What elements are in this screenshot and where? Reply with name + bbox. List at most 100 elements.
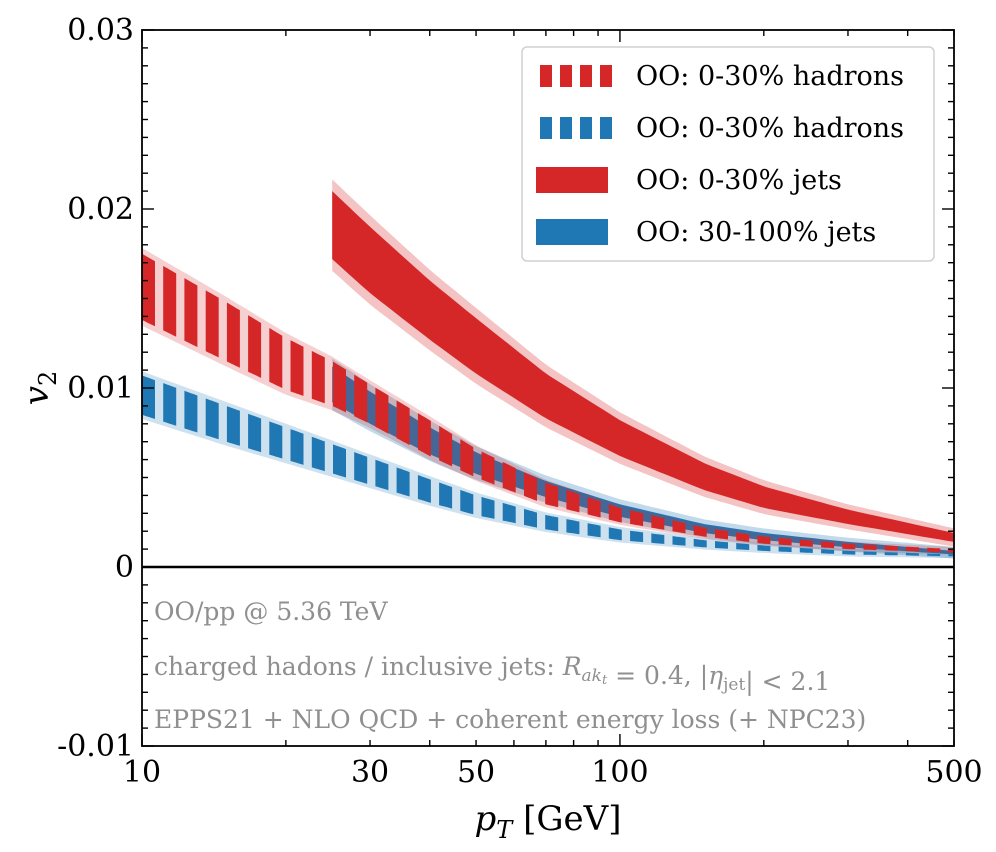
- band-dash: [524, 508, 537, 528]
- legend-item: OO: 30-100% jets: [536, 217, 876, 248]
- band-dash: [311, 436, 325, 472]
- band-dash: [821, 549, 835, 554]
- band-dash: [799, 539, 813, 547]
- band-dash: [799, 547, 813, 553]
- band-dash: [736, 543, 750, 550]
- band-dash: [439, 482, 453, 509]
- band-dash: [651, 533, 665, 544]
- band-dash: [587, 523, 601, 538]
- band-dash: [651, 515, 665, 530]
- annotation-line: charged hadons / inclusive jets: Rakt = …: [154, 652, 830, 697]
- legend-swatch-dash: [600, 117, 612, 139]
- annotation-line: EPPS21 + NLO QCD + coherent energy loss …: [154, 705, 866, 734]
- legend-label: OO: 0-30% jets: [636, 165, 842, 196]
- band-dash: [354, 374, 368, 423]
- data-bands: [142, 179, 954, 559]
- y-tick-label: 0: [115, 550, 134, 585]
- band-dash: [757, 544, 771, 552]
- band-dash: [226, 302, 240, 368]
- band-series-2: [332, 179, 954, 547]
- band-dash: [417, 413, 431, 457]
- band-dash: [142, 253, 155, 327]
- band-dash: [927, 547, 941, 553]
- band-dash: [863, 551, 877, 555]
- band-dash: [248, 413, 262, 453]
- legend-label: OO: 0-30% hadrons: [636, 113, 904, 144]
- band-dash: [269, 421, 283, 459]
- band-dash: [184, 390, 198, 433]
- band-dash: [460, 489, 474, 515]
- band-dash: [905, 552, 919, 556]
- band-dash: [736, 532, 750, 542]
- band-dash: [248, 315, 262, 378]
- band-dash: [375, 459, 389, 491]
- band-dash: [884, 545, 898, 551]
- legend-item: OO: 0-30% hadrons: [540, 61, 904, 92]
- legend-swatch-dash: [540, 117, 552, 139]
- band-dash: [396, 400, 410, 446]
- band-dash: [354, 452, 368, 484]
- band-dash: [715, 541, 728, 549]
- legend-label: OO: 0-30% hadrons: [636, 61, 904, 92]
- legend-item: OO: 0-30% jets: [536, 165, 842, 196]
- legend-swatch-dash: [540, 65, 552, 87]
- band-dash: [417, 475, 431, 503]
- band-dash: [821, 541, 835, 549]
- y-tick-label: -0.01: [57, 729, 134, 764]
- band-dash: [587, 497, 601, 518]
- band-dash: [778, 537, 792, 546]
- legend-swatch: [536, 167, 608, 193]
- band-dash: [842, 550, 856, 555]
- band-dash: [205, 398, 219, 440]
- band-dash: [205, 290, 219, 358]
- band-dash: [290, 429, 304, 465]
- band-dash: [672, 520, 686, 534]
- band-dash: [290, 340, 304, 396]
- band-series-1: [142, 371, 954, 559]
- band-dash: [715, 529, 728, 540]
- band-dash: [630, 530, 644, 543]
- band-dash: [566, 489, 580, 513]
- band-dash: [333, 361, 346, 413]
- band-dash: [502, 461, 516, 493]
- x-tick-label: 50: [457, 755, 495, 790]
- legend-swatch: [536, 219, 608, 245]
- band-dash: [163, 383, 177, 426]
- legend-swatch-dash: [600, 65, 612, 87]
- legend-swatch-dash: [560, 65, 572, 87]
- annotations: OO/pp @ 5.36 TeV charged hadons / inclusi…: [154, 597, 866, 734]
- tick-labels: 10 30 50 100 500 -0.01 0 0.01 0.02 0.03: [57, 13, 983, 790]
- band-dash: [460, 439, 474, 477]
- band-dash: [375, 387, 389, 434]
- band-dash: [396, 467, 410, 497]
- legend: OO: 0-30% hadrons OO: 0-30% hadrons OO: 0-…: [521, 46, 935, 262]
- y-tick-label: 0.01: [67, 371, 134, 406]
- band-dash: [226, 406, 240, 446]
- legend-box: [521, 46, 935, 262]
- legend-item: OO: 0-30% hadrons: [540, 113, 904, 144]
- legend-swatch-dash: [580, 117, 592, 139]
- band-dash: [863, 544, 877, 551]
- band-dash: [630, 510, 644, 527]
- band-dash: [545, 514, 559, 532]
- axis-ticks: [141, 29, 955, 747]
- band-dash: [566, 519, 580, 535]
- band-dash: [481, 496, 495, 519]
- band-dash: [905, 546, 919, 552]
- band-dash: [311, 350, 325, 404]
- band-dash: [927, 553, 941, 556]
- band-dash: [502, 502, 516, 524]
- band-dash: [693, 525, 707, 537]
- band-dash: [778, 546, 792, 553]
- band-dash: [693, 538, 707, 548]
- legend-swatch-dash: [580, 65, 592, 87]
- x-tick-label: 10: [123, 755, 161, 790]
- legend-swatch-dash: [560, 117, 572, 139]
- band-dash: [842, 543, 856, 550]
- x-tick-label: 100: [591, 755, 648, 790]
- band-dash: [142, 375, 155, 419]
- band-dash: [608, 527, 622, 541]
- y-tick-label: 0.02: [67, 192, 134, 227]
- band-dash: [672, 536, 686, 546]
